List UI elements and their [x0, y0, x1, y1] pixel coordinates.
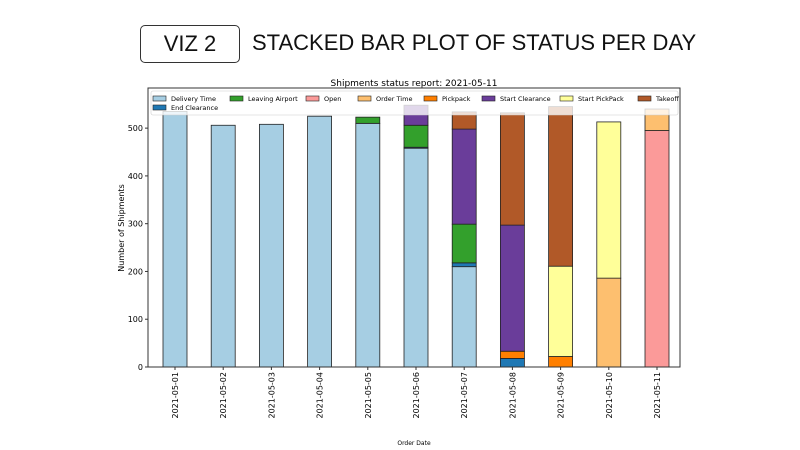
legend-swatch: [305, 95, 320, 102]
y-tick-label: 300: [128, 220, 143, 229]
bar-segment-delivery-time: [403, 147, 429, 368]
legend-swatch: [229, 95, 244, 102]
legend-swatch: [637, 95, 652, 102]
bar-segment-delivery-time: [307, 115, 333, 368]
bar-segment-start-clearance: [451, 128, 477, 225]
x-axis-label: Order Date: [397, 440, 431, 447]
slide-title: STACKED BAR PLOT OF STATUS PER DAY: [252, 30, 697, 55]
y-tick-label: 200: [128, 267, 143, 276]
y-tick-label: 400: [128, 172, 143, 181]
x-tick-label: 2021-05-07: [460, 372, 469, 419]
legend-label: Pickpack: [442, 95, 471, 103]
x-tick-label: 2021-05-08: [508, 372, 517, 419]
x-tick-label: 2021-05-01: [171, 372, 180, 419]
bar-segment-leaving-airport: [355, 116, 381, 124]
x-tick-label: 2021-05-05: [364, 372, 373, 419]
legend-label: Open: [324, 95, 341, 103]
bar-segment-open: [644, 130, 670, 368]
viz-badge: VIZ 2: [140, 25, 240, 63]
x-tick-label: 2021-05-04: [316, 372, 325, 419]
plot-frame: [147, 87, 681, 368]
bar-segment-end-clearance: [451, 262, 477, 268]
x-tick-label: 2021-05-06: [412, 372, 421, 419]
bar-segment-start-pickpack: [548, 265, 573, 357]
y-tick-label: 100: [128, 315, 143, 324]
x-tick-label: 2021-05-10: [605, 372, 614, 419]
x-tick-label: 2021-05-09: [557, 372, 566, 419]
legend-swatch: [152, 95, 167, 102]
legend-label: Takeoff: [655, 95, 679, 103]
bar-segment-takeoff: [499, 112, 525, 226]
legend-swatch: [357, 95, 372, 102]
bar-segment-pickpack: [548, 356, 573, 368]
bar-segment-delivery-time: [162, 111, 188, 368]
legend-swatch: [152, 104, 167, 111]
legend-swatch: [423, 95, 438, 102]
legend-label: Order Time: [376, 95, 412, 103]
bar-segment-delivery-time: [355, 122, 381, 368]
legend-label: Delivery Time: [171, 95, 216, 103]
chart-title: Shipments status report: 2021-05-11: [331, 79, 498, 89]
bar-segment-takeoff: [548, 106, 573, 267]
bar-segment-end-clearance: [499, 358, 525, 368]
bar-segment-delivery-time: [210, 124, 236, 368]
legend-swatch: [481, 95, 496, 102]
legend-label: End Clearance: [171, 104, 218, 112]
legend-swatch: [559, 95, 574, 102]
x-tick-label: 2021-05-02: [219, 372, 228, 419]
legend-label: Start Clearance: [500, 95, 551, 103]
bar-segment-start-pickpack: [596, 121, 622, 279]
y-axis-label: Number of Shipments: [117, 184, 126, 271]
y-tick-label: 500: [128, 124, 143, 133]
bar-segment-leaving-airport: [451, 223, 477, 264]
y-tick-label: 0: [138, 363, 143, 372]
x-tick-label: 2021-05-11: [653, 372, 662, 419]
bar-segment-delivery-time: [451, 266, 477, 368]
bar-segment-order-time: [596, 277, 622, 368]
bar-segment-pickpack: [499, 350, 525, 359]
bar-segment-delivery-time: [258, 123, 284, 368]
bar-segment-leaving-airport: [403, 124, 429, 148]
x-tick-label: 2021-05-03: [267, 372, 276, 419]
bar-segment-start-clearance: [499, 224, 525, 352]
legend-label: Start PickPack: [578, 95, 624, 103]
legend-box: [150, 90, 679, 116]
legend-label: Leaving Airport: [248, 95, 298, 103]
